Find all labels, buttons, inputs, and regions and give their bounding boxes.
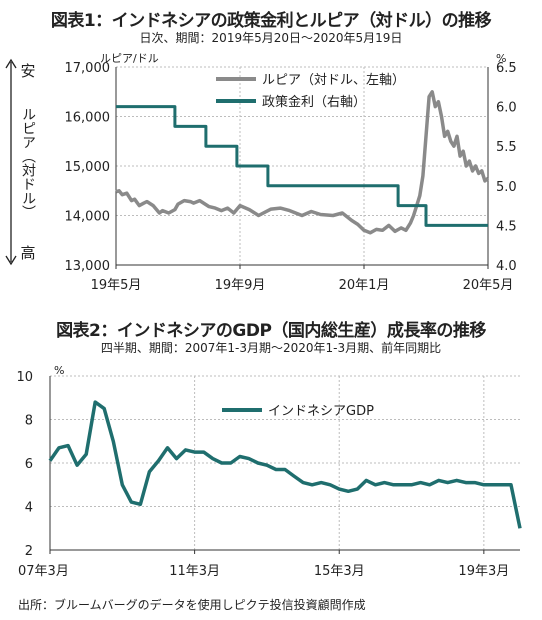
policy-rate-line [116,105,488,227]
chart1-ytick-right: 6.5 [496,61,517,76]
chart1-ytick-right: 5.0 [496,180,517,195]
chart1-ytick-right: 6.0 [496,101,517,116]
chart1-ytick-left: 13,000 [65,259,111,274]
chart2-legend-label: インドネシアGDP [268,404,374,419]
chart2-ytick: 8 [25,414,33,429]
chart1-ytick-right: 4.0 [496,259,517,274]
chart2-ytick: 6 [25,457,33,472]
chart1-ytick-right: 5.5 [496,140,517,155]
chart2-title: 図表2：インドネシアのGDP（国内総生産）成長率の推移 [56,321,486,341]
chart1-left-unit: ルピア/ドル [100,52,159,65]
chart1-legend-label: 政策金利（右軸） [262,94,366,110]
chart1-side-label-bottom: 高 [20,244,35,262]
chart2-subtitle: 四半期、期間：2007年1-3月期～2020年1-3月期、前年同期比 [100,341,442,355]
chart2-ytick: 2 [25,544,33,559]
chart1-ytick-left: 16,000 [65,111,111,126]
chart2-xtick-label: 07年3月 [18,564,69,579]
chart1-ytick-left: 17,000 [65,61,111,76]
chart1-xtick-label: 19年9月 [215,278,266,293]
chart2-ytick: 4 [25,501,33,516]
chart2-xtick-label: 15年3月 [314,564,365,579]
chart1-title: 図表1：インドネシアの政策金利とルピア（対ドル）の推移 [50,11,492,31]
chart1-right-unit: % [496,52,506,65]
chart2-ytick: 10 [16,370,33,385]
chart1-xtick-label: 20年5月 [463,278,514,293]
chart1-ytick-left: 15,000 [65,160,111,175]
chart1-side-arrow-down [5,255,17,266]
chart1-xtick-label: 19年5月 [91,278,142,293]
rupiah-line [115,90,490,235]
chart1-subtitle: 日次、期間：2019年5月20日～2020年5月19日 [139,31,403,45]
gdp-growth-line [48,400,522,529]
chart1-legend-label: ルピア（対ドル、左軸） [262,73,405,88]
chart1-plot: 13,000 14,000 15,000 16,000 17,000 4.0 4.5 5.0 5… [5,52,517,293]
chart2-xtick-label: 19年3月 [458,564,509,579]
chart1-side-label-middle: ルピア（対ドル） [20,107,36,219]
chart1-xtick-label: 20年1月 [339,278,390,293]
chart2-y-unit: % [54,364,64,377]
chart1-ytick-left: 14,000 [65,210,111,225]
source-note: 出所：ブルームバーグのデータを使用しピクテ投信投資顧問作成 [18,598,366,612]
chart1-side-arrow-up [5,58,17,69]
chart1-ytick-right: 4.5 [496,219,517,234]
chart2-xtick-label: 11年3月 [169,564,220,579]
chart1-side-label-top: 安 [20,62,35,80]
